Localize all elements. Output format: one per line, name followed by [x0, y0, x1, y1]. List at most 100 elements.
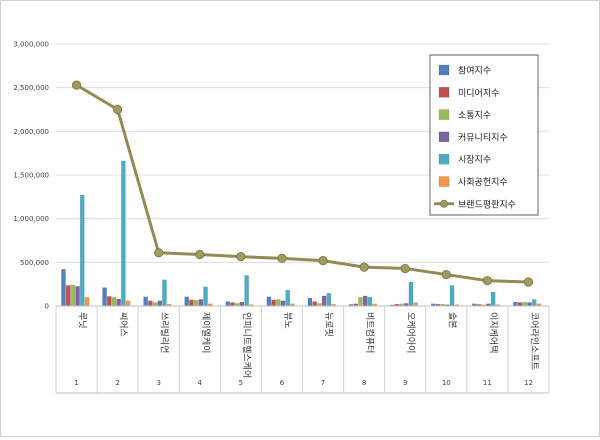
bar	[116, 298, 121, 307]
legend-swatch	[438, 87, 450, 98]
bar	[198, 299, 204, 307]
bar	[65, 285, 71, 307]
line-point	[195, 249, 205, 260]
y-tick-label: 3,000,000	[13, 41, 49, 49]
y-tick-label: 0	[45, 303, 49, 311]
bar	[271, 299, 276, 307]
category-number: 7	[321, 379, 325, 387]
line-point	[359, 262, 369, 272]
legend-swatch	[438, 131, 450, 143]
y-axis: 0 500,000 1,000,000 1,500,000 2,000,000 2,500…	[13, 41, 49, 311]
legend-entry: 시장지수	[458, 155, 491, 166]
bar	[517, 302, 523, 307]
bar	[107, 296, 112, 307]
y-tick-label: 2,000,000	[13, 128, 49, 136]
y-tick-label: 1,500,000	[13, 172, 49, 180]
bar	[307, 297, 313, 307]
bar	[121, 160, 126, 307]
category-label: 비트컴퓨터	[364, 312, 376, 353]
bar	[244, 275, 249, 307]
bar	[490, 291, 496, 307]
category-number: 2	[115, 379, 119, 387]
line-point	[113, 104, 123, 115]
category-number: 4	[198, 379, 203, 387]
y-tick-label: 1,000,000	[13, 215, 49, 223]
bar	[276, 299, 281, 307]
legend-swatch	[438, 109, 450, 120]
legend-entry: 사회공헌지수	[458, 177, 508, 188]
category-number: 8	[362, 379, 366, 387]
category-label: 솔본	[446, 312, 457, 329]
bar	[449, 285, 455, 307]
category-label: 쓰리빌리언	[159, 312, 171, 353]
category-number: 3	[156, 379, 160, 387]
bar	[321, 295, 327, 307]
bar	[75, 286, 80, 307]
legend-entry: 브랜드평판지수	[458, 199, 516, 210]
line-point	[71, 80, 82, 90]
bar	[362, 295, 368, 307]
bar	[148, 300, 153, 307]
bar	[61, 269, 66, 307]
category-number: 9	[403, 379, 407, 387]
category-number: 11	[483, 379, 492, 387]
line-point	[482, 276, 492, 286]
bar	[80, 194, 85, 307]
category-label: 씨어스	[118, 312, 129, 337]
category-label: 뷰노	[282, 312, 293, 329]
line-point	[400, 263, 410, 274]
bar	[225, 301, 231, 307]
bar	[125, 300, 131, 307]
bar	[102, 287, 107, 307]
line-point	[318, 255, 328, 266]
line-point	[236, 252, 246, 262]
bar	[367, 297, 373, 307]
y-tick-label: 2,500,000	[13, 84, 49, 92]
line-point	[277, 253, 287, 264]
bar	[408, 281, 414, 307]
brand-index-line	[71, 80, 534, 287]
bar	[143, 296, 148, 307]
bar	[230, 302, 235, 307]
bar	[189, 299, 194, 307]
bar	[84, 297, 90, 307]
bar	[312, 301, 317, 307]
bar-series	[61, 160, 542, 307]
legend-swatch	[438, 64, 450, 76]
category-number: 12	[524, 379, 533, 387]
category-label: 제이엘케이	[200, 312, 211, 353]
line-path	[75, 83, 529, 284]
category-number: 10	[442, 379, 451, 387]
category-label: 루닛	[77, 312, 88, 329]
line-point	[154, 248, 164, 258]
category-number: 1	[74, 379, 78, 387]
bar	[513, 301, 518, 307]
bar	[527, 302, 532, 307]
category-number: 6	[280, 379, 285, 387]
bar	[184, 296, 189, 307]
line-point	[441, 269, 451, 280]
bar	[358, 297, 363, 307]
bar	[70, 284, 76, 307]
bar	[239, 301, 245, 307]
legend-entry: 소통지수	[458, 110, 491, 121]
legend-entry: 커뮤니티지수	[458, 132, 508, 143]
bar	[413, 302, 418, 307]
legend-swatch	[438, 153, 450, 165]
bar	[111, 297, 117, 307]
bar	[203, 286, 208, 307]
bar	[280, 300, 286, 307]
category-label: 인피니트헬스케어	[241, 312, 252, 378]
bar	[162, 279, 167, 307]
legend-entry: 참여지수	[458, 65, 491, 77]
y-tick-label: 500,000	[20, 259, 49, 267]
chart-gridlines	[56, 43, 549, 263]
category-label: 이지케어텍	[487, 312, 498, 353]
bar	[157, 300, 162, 307]
legend-swatch	[438, 176, 450, 187]
legend-entry: 미디어지수	[458, 88, 499, 99]
category-label: 코어라인소프트	[528, 312, 539, 370]
